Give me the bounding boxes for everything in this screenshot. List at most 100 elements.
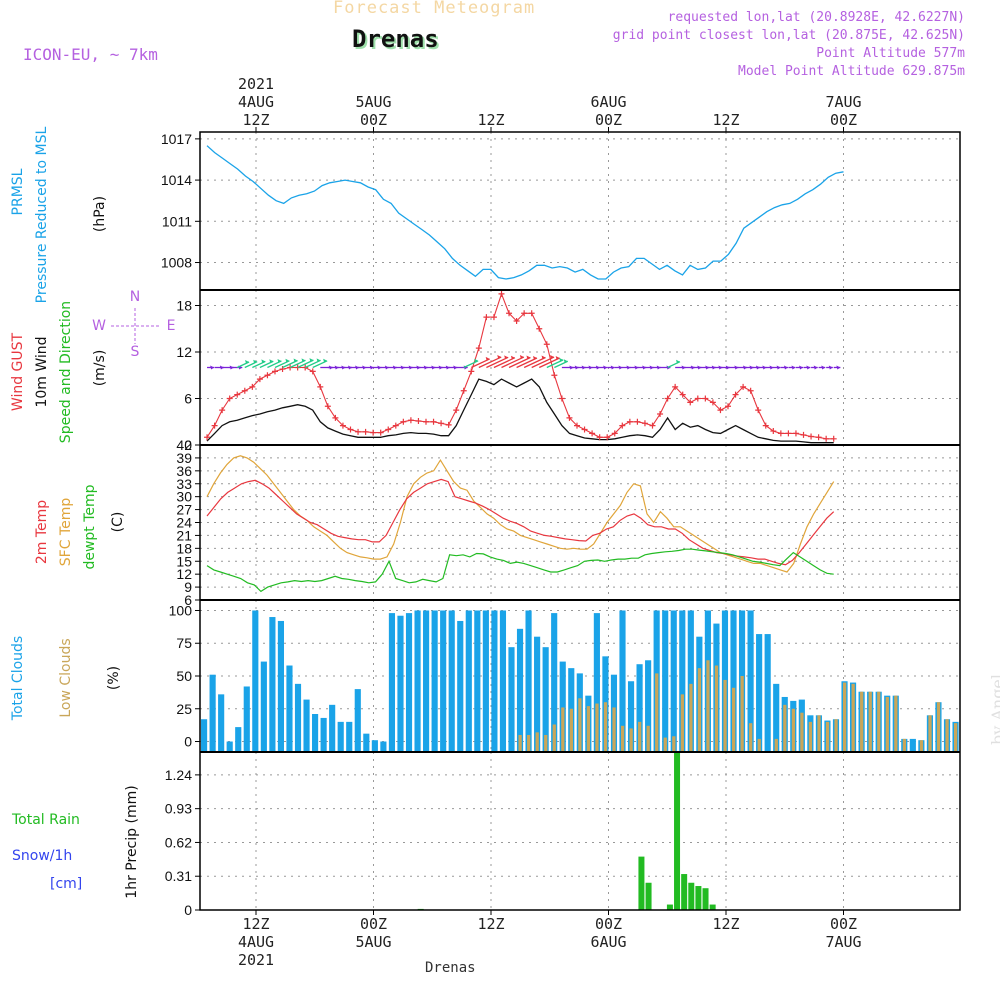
- wind-arrow-head: [836, 365, 841, 370]
- top-time-label: 7AUG: [825, 93, 861, 111]
- gust-point: [317, 383, 324, 390]
- wind-arrow-head: [438, 365, 443, 370]
- wind-arrow-head: [581, 365, 586, 370]
- low-cloud-bar: [731, 687, 736, 752]
- wind-tick-label: 0: [184, 437, 192, 453]
- pressure-tick-label: 1017: [161, 131, 192, 147]
- gust-point: [619, 422, 626, 429]
- gust-point: [226, 395, 233, 402]
- total-cloud-bar: [243, 686, 250, 752]
- rain-bar: [638, 856, 645, 910]
- precip-tick-label: 0.31: [165, 868, 192, 884]
- wind-arrow-head: [718, 365, 723, 370]
- gust-point: [264, 372, 271, 379]
- gust-point: [694, 395, 701, 402]
- wind-direction-label: Speed and Direction: [58, 301, 74, 443]
- wind-tick-label: 12: [176, 344, 192, 360]
- bottom-time-label: 2021: [238, 951, 274, 969]
- gust-point: [204, 434, 211, 441]
- clouds-tick-label: 75: [176, 635, 192, 651]
- wind-arrow-head: [301, 358, 306, 363]
- wind-arrow: [486, 356, 509, 369]
- low-cloud-bar: [629, 728, 633, 752]
- wind-arrow-head: [799, 365, 804, 370]
- compass-w: W: [92, 318, 106, 334]
- bottom-time-label: 4AUG: [238, 933, 274, 951]
- low-cloud-bar: [552, 724, 556, 752]
- total-cloud-bar: [593, 613, 600, 752]
- wind-arrow-head: [416, 365, 421, 370]
- low-cloud-bar: [868, 691, 872, 752]
- total-clouds-label: Total Clouds: [10, 636, 26, 721]
- temp-tick-label: 30: [176, 489, 192, 505]
- pressure-label: Pressure Reduced to MSL: [34, 126, 50, 303]
- total-cloud-bar: [346, 721, 353, 752]
- temp-tick-label: 9: [184, 579, 192, 595]
- clouds-tick-label: 0: [184, 734, 192, 750]
- wind-arrow-head: [828, 365, 833, 370]
- pressure-unit: (hPa): [92, 196, 108, 232]
- total-cloud-bar: [286, 665, 293, 752]
- wind-arrow-head: [526, 355, 531, 360]
- clouds-unit: (%): [106, 666, 122, 690]
- total-cloud-bar: [431, 610, 438, 752]
- gust-point: [422, 418, 429, 425]
- gust-point: [430, 418, 437, 425]
- gust-point: [732, 391, 739, 398]
- low-cloud-bar: [894, 695, 898, 752]
- total-cloud-bar: [756, 634, 763, 752]
- wind-arrow-head: [563, 359, 568, 364]
- total-cloud-bar: [303, 699, 310, 752]
- sfc-temp-line: [206, 455, 835, 573]
- low-cloud-bar: [697, 668, 702, 752]
- rain-bar: [709, 904, 716, 910]
- precip-tick-label: 0.93: [165, 801, 192, 817]
- low-cloud-bar: [834, 719, 838, 752]
- low-cloud-bar: [808, 721, 813, 752]
- dewpt-line: [206, 548, 834, 593]
- gust-point: [808, 433, 815, 440]
- total-cloud-bar: [482, 610, 489, 752]
- total-cloud-bar: [730, 610, 737, 752]
- wind-arrow-head: [261, 359, 266, 364]
- low-cloud-bar: [638, 721, 642, 752]
- total-cloud-bar: [619, 610, 626, 752]
- total-cloud-bar: [508, 647, 515, 752]
- gust-point: [271, 368, 278, 375]
- total-cloud-bar: [636, 664, 643, 752]
- wind-arrow-head: [504, 355, 509, 360]
- wind-arrow-head: [355, 365, 360, 370]
- gust-point: [355, 428, 362, 435]
- wind-tick-label: 6: [184, 391, 192, 407]
- wind-arrow-head: [555, 355, 560, 360]
- wind-arrow-head: [384, 365, 389, 370]
- low-cloud-bar: [757, 738, 761, 752]
- total-cloud-bar: [679, 610, 686, 752]
- wind-arrow-head: [269, 359, 274, 364]
- low-cloud-bar: [544, 734, 548, 752]
- low-cloud-bar: [953, 723, 958, 752]
- bottom-time-label: 5AUG: [355, 933, 391, 951]
- t2m-label: 2m Temp: [34, 500, 50, 564]
- gust-point: [777, 430, 784, 437]
- total-cloud-bar: [670, 610, 677, 752]
- wind-arrow-head: [485, 356, 490, 361]
- top-time-label: 12Z: [477, 111, 504, 129]
- bottom-time-label: 7AUG: [825, 933, 861, 951]
- low-cloud-bar: [783, 704, 787, 752]
- gust-point: [385, 426, 392, 433]
- wind-arrow-head: [362, 365, 367, 370]
- top-time-label: 00Z: [595, 111, 622, 129]
- wind-arrow-head: [618, 365, 623, 370]
- bottom-time-label: 00Z: [830, 915, 857, 933]
- gust-point: [438, 420, 445, 427]
- precip-tick-label: 0: [184, 902, 192, 918]
- low-cloud-bar: [689, 683, 693, 752]
- wind-label: 10m Wind: [34, 336, 50, 407]
- gust-point: [309, 368, 316, 375]
- low-cloud-bar: [919, 740, 924, 752]
- gust-point: [400, 418, 407, 425]
- compass-n: N: [130, 289, 140, 305]
- gust-point: [249, 383, 256, 390]
- total-cloud-bar: [645, 660, 652, 752]
